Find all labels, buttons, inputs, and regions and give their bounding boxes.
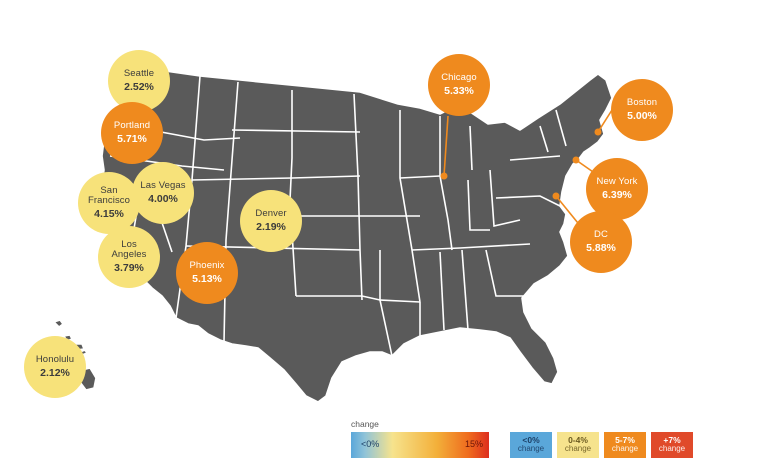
- legend-box-value: +7%: [663, 434, 681, 445]
- city-bubble-chicago: Chicago 5.33%: [428, 54, 490, 116]
- city-bubble-las-vegas: Las Vegas 4.00%: [132, 162, 194, 224]
- city-bubble-los-angeles: Los Angeles 3.79%: [98, 226, 160, 288]
- city-name: New York: [596, 176, 638, 187]
- city-name: Chicago: [441, 72, 477, 83]
- city-bubble-portland: Portland 5.71%: [101, 102, 163, 164]
- legend-box-high: +7% change: [651, 432, 693, 458]
- city-name: Los Angeles: [111, 238, 147, 261]
- city-bubble-san-francisco: San Francisco 4.15%: [78, 172, 140, 234]
- leader-line: [597, 109, 613, 133]
- legend-box-sub: change: [564, 444, 592, 454]
- legend-box-value: 5-7%: [615, 434, 635, 445]
- city-value: 2.19%: [256, 220, 286, 233]
- city-dot: [572, 156, 580, 164]
- legend-box-sub: change: [611, 444, 639, 454]
- city-name: Las Vegas: [140, 180, 186, 191]
- city-dot: [552, 192, 560, 200]
- city-name: Boston: [626, 97, 658, 108]
- city-value: 4.00%: [148, 192, 178, 205]
- legend-title: change: [351, 419, 379, 429]
- city-value: 6.39%: [602, 188, 632, 201]
- city-name: Phoenix: [189, 260, 225, 271]
- contiguous-us-outline: [101, 69, 613, 403]
- city-bubble-dc: DC 5.88%: [570, 211, 632, 273]
- legend-box-value: <0%: [522, 434, 540, 445]
- city-value: 5.88%: [586, 241, 616, 254]
- city-name: San Francisco: [87, 184, 131, 207]
- city-dot: [440, 172, 448, 180]
- city-bubble-phoenix: Phoenix 5.13%: [176, 242, 238, 304]
- city-name: Seattle: [123, 68, 155, 79]
- legend-box-value: 0-4%: [568, 434, 588, 445]
- city-name: Portland: [113, 120, 151, 131]
- legend-box-low: 0-4% change: [557, 432, 599, 458]
- city-value: 5.13%: [192, 272, 222, 285]
- city-value: 4.15%: [94, 208, 124, 221]
- legend-box-negative: <0% change: [510, 432, 552, 458]
- legend-box-sub: change: [658, 444, 686, 454]
- legend-box-mid: 5-7% change: [604, 432, 646, 458]
- leader-line: [443, 115, 449, 177]
- contiguous-us: [101, 69, 613, 403]
- legend-gradient-group: change <0% 15%: [351, 419, 491, 458]
- city-value: 2.52%: [124, 80, 154, 93]
- city-bubble-denver: Denver 2.19%: [240, 190, 302, 252]
- city-value: 5.71%: [117, 132, 147, 145]
- city-value: 2.12%: [40, 366, 70, 379]
- city-dot: [594, 128, 602, 136]
- legend-box-sub: change: [517, 444, 545, 454]
- city-value: 5.00%: [627, 109, 657, 122]
- city-name: DC: [594, 229, 608, 240]
- city-bubble-boston: Boston 5.00%: [611, 79, 673, 141]
- leader-lines: [440, 109, 613, 229]
- city-value: 3.79%: [114, 262, 144, 275]
- city-name: Denver: [255, 208, 287, 219]
- city-bubble-honolulu: Honolulu 2.12%: [24, 336, 86, 398]
- city-bubble-new-york: New York 6.39%: [586, 158, 648, 220]
- legend-min-label: <0%: [361, 439, 380, 449]
- legend-max-label: 15%: [464, 439, 483, 449]
- city-name: Honolulu: [35, 354, 75, 365]
- legend-gradient-bar: <0% 15%: [351, 432, 489, 458]
- city-bubble-seattle: Seattle 2.52%: [108, 50, 170, 112]
- city-value: 5.33%: [444, 84, 474, 97]
